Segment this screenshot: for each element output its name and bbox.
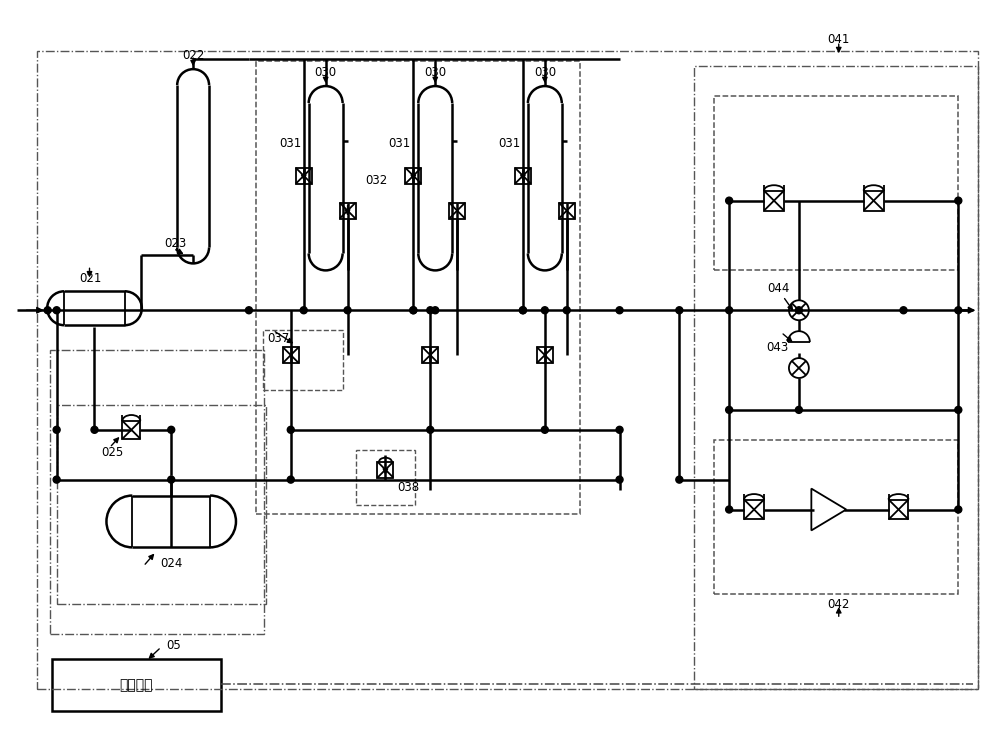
Circle shape <box>676 476 683 483</box>
Bar <box>256 61 580 514</box>
Text: 032: 032 <box>365 174 388 187</box>
Circle shape <box>955 307 962 314</box>
Circle shape <box>287 426 294 434</box>
Bar <box>52 659 221 711</box>
Bar <box>340 203 356 219</box>
Bar <box>714 440 958 594</box>
Circle shape <box>726 197 733 204</box>
Text: 030: 030 <box>315 66 337 78</box>
Circle shape <box>53 426 60 434</box>
Text: 控制装置: 控制装置 <box>120 678 153 692</box>
Circle shape <box>410 307 417 314</box>
Circle shape <box>53 307 60 314</box>
Bar <box>296 168 312 184</box>
Circle shape <box>789 358 809 378</box>
Text: 021: 021 <box>80 272 102 285</box>
Text: 031: 031 <box>498 137 520 150</box>
Bar <box>764 191 784 210</box>
Circle shape <box>287 476 294 483</box>
Bar <box>309 103 343 253</box>
Circle shape <box>789 300 809 320</box>
Bar <box>263 330 343 390</box>
Bar <box>422 347 438 363</box>
Circle shape <box>344 307 351 314</box>
Bar <box>714 96 958 271</box>
Text: 025: 025 <box>101 446 124 459</box>
Circle shape <box>53 476 60 483</box>
Circle shape <box>955 506 962 513</box>
Bar <box>177 85 209 247</box>
Bar <box>122 421 140 439</box>
Bar <box>889 500 908 520</box>
Circle shape <box>955 406 962 413</box>
Bar <box>377 461 393 477</box>
Text: 037: 037 <box>267 332 289 345</box>
Text: 030: 030 <box>534 66 556 78</box>
Bar <box>405 168 421 184</box>
Circle shape <box>726 307 733 314</box>
Circle shape <box>427 307 434 314</box>
Text: 038: 038 <box>397 481 420 494</box>
Text: 044: 044 <box>767 282 789 295</box>
Bar <box>64 291 125 325</box>
Circle shape <box>616 307 623 314</box>
Circle shape <box>245 307 252 314</box>
Circle shape <box>616 426 623 434</box>
Bar <box>449 203 465 219</box>
Bar <box>50 350 264 634</box>
Circle shape <box>795 307 802 314</box>
Circle shape <box>519 307 526 314</box>
Circle shape <box>541 307 548 314</box>
Text: 023: 023 <box>164 237 186 250</box>
Text: 05: 05 <box>166 639 181 651</box>
Text: 031: 031 <box>279 137 301 150</box>
Circle shape <box>726 406 733 413</box>
Circle shape <box>44 307 51 314</box>
Text: 043: 043 <box>766 341 788 354</box>
Bar <box>418 103 452 253</box>
Circle shape <box>955 197 962 204</box>
Bar <box>694 66 978 689</box>
Bar <box>57 405 266 604</box>
Text: 042: 042 <box>828 598 850 611</box>
Circle shape <box>432 307 439 314</box>
Circle shape <box>427 426 434 434</box>
Bar <box>864 191 884 210</box>
Bar <box>283 347 299 363</box>
Circle shape <box>91 426 98 434</box>
Bar <box>132 495 210 547</box>
Circle shape <box>900 307 907 314</box>
Bar <box>515 168 531 184</box>
Text: 022: 022 <box>182 49 204 62</box>
Circle shape <box>795 406 802 413</box>
Bar <box>537 347 553 363</box>
Circle shape <box>168 476 175 483</box>
Text: 024: 024 <box>160 556 182 570</box>
Text: 031: 031 <box>388 137 411 150</box>
Bar <box>37 51 978 689</box>
Text: 030: 030 <box>424 66 446 78</box>
Bar <box>528 103 562 253</box>
Circle shape <box>726 506 733 513</box>
Circle shape <box>519 307 526 314</box>
Circle shape <box>563 307 570 314</box>
Polygon shape <box>811 489 846 530</box>
Circle shape <box>676 307 683 314</box>
Circle shape <box>168 426 175 434</box>
Circle shape <box>300 307 307 314</box>
Circle shape <box>410 307 417 314</box>
Circle shape <box>541 426 548 434</box>
Bar <box>356 449 415 504</box>
Bar <box>559 203 575 219</box>
Circle shape <box>616 476 623 483</box>
Text: 041: 041 <box>828 32 850 46</box>
Bar <box>744 500 764 520</box>
